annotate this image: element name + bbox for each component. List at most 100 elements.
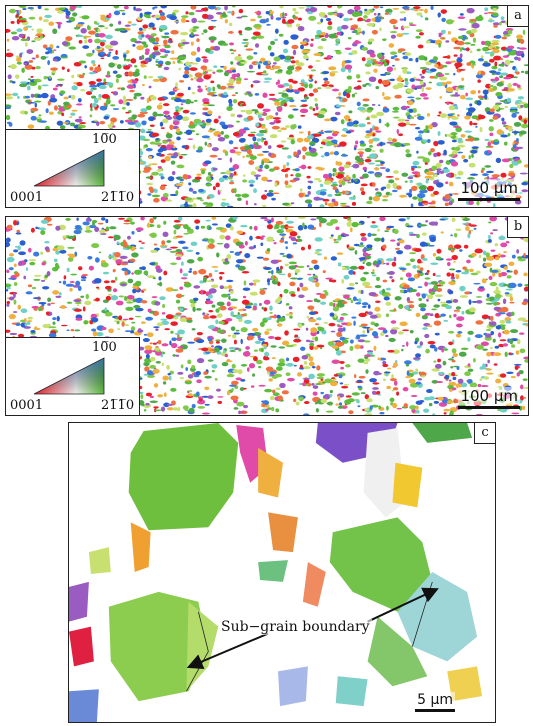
grain-speck	[362, 281, 371, 287]
grain-speck	[309, 74, 313, 79]
grain-speck	[296, 372, 302, 377]
grain-speck	[382, 279, 388, 283]
grain-speck	[369, 145, 373, 148]
grain-speck	[245, 346, 250, 350]
grain-speck	[354, 92, 358, 95]
grain-speck	[179, 80, 185, 83]
grain-speck	[327, 202, 336, 207]
grain-speck	[351, 93, 355, 97]
grain-speck	[51, 70, 57, 74]
grain-speck	[307, 190, 311, 195]
grain-speck	[469, 50, 473, 54]
grain-speck	[398, 304, 404, 309]
grain-speck	[100, 39, 107, 43]
grain-speck	[229, 157, 233, 163]
grain-speck	[219, 234, 225, 240]
grain-speck	[483, 376, 490, 380]
grain-speck	[283, 288, 289, 294]
grain-speck	[141, 120, 147, 126]
grain-speck	[404, 360, 412, 365]
grain-speck	[224, 6, 228, 11]
grain-speck	[141, 34, 145, 38]
grain-speck	[275, 366, 283, 371]
grain-speck	[364, 408, 370, 412]
grain-speck	[356, 101, 361, 107]
grain-speck	[327, 12, 334, 16]
grain-speck	[247, 335, 254, 341]
grain-speck	[42, 286, 50, 290]
grain-speck	[399, 289, 405, 293]
grain-speck	[152, 217, 157, 220]
grain-speck	[285, 303, 290, 306]
grain-speck	[362, 248, 366, 253]
grain-speck	[27, 6, 34, 10]
grain-speck	[342, 91, 347, 97]
grain-speck	[471, 29, 476, 32]
grain-speck	[103, 54, 108, 56]
grain-speck	[420, 307, 426, 312]
grain-speck	[323, 80, 330, 85]
grain-speck	[296, 62, 305, 67]
grain-speck	[21, 67, 25, 73]
grain-speck	[435, 162, 442, 168]
grain-speck	[429, 344, 436, 349]
grain-speck	[184, 380, 192, 385]
grain-speck	[302, 52, 308, 55]
grain-speck	[511, 130, 520, 134]
grain-speck	[344, 47, 352, 51]
grain-speck	[391, 389, 395, 392]
grain-speck	[482, 46, 490, 52]
grain-speck	[366, 217, 371, 219]
ipf-color-key-a: 10̅0 0001 21̅1̅0	[6, 129, 140, 207]
grain-speck	[480, 55, 484, 59]
grain-speck	[514, 363, 522, 366]
grain-speck	[6, 96, 14, 100]
grain-speck	[198, 188, 205, 193]
grain-speck	[495, 286, 499, 291]
grain-speck	[363, 361, 369, 365]
grain-speck	[293, 398, 297, 403]
grain-speck	[126, 245, 133, 249]
grain-speck	[133, 92, 142, 97]
grain-speck	[354, 250, 358, 255]
grain-speck	[201, 56, 208, 59]
grain-speck	[417, 171, 421, 177]
grain-speck	[373, 260, 378, 265]
grain-speck	[175, 256, 182, 261]
grain-speck	[455, 333, 462, 338]
grain-speck	[308, 83, 313, 89]
grain-speck	[353, 124, 359, 128]
grain-speck	[522, 387, 528, 389]
grain-speck	[373, 126, 379, 131]
grain-speck	[123, 65, 131, 70]
grain-speck	[275, 81, 279, 85]
grain-speck	[403, 403, 408, 408]
grain-speck	[187, 86, 191, 91]
grain-speck	[408, 231, 414, 235]
grain-speck	[69, 116, 73, 118]
grain-speck	[151, 296, 158, 299]
grain-speck	[52, 28, 58, 35]
grain-speck	[132, 285, 139, 289]
grain-speck	[265, 64, 272, 70]
grain-speck	[216, 313, 223, 318]
grain-speck	[92, 331, 98, 337]
grain-speck	[232, 217, 238, 220]
grain-speck	[364, 147, 372, 153]
grain-speck	[108, 62, 115, 68]
grain-speck	[189, 267, 193, 271]
grain-speck	[512, 161, 519, 166]
grain-speck	[31, 28, 35, 31]
grain-speck	[357, 358, 365, 363]
grain-speck	[185, 379, 192, 382]
grain-speck	[92, 49, 95, 54]
grain-speck	[160, 6, 167, 9]
grain-speck	[17, 333, 25, 338]
grain-speck	[385, 176, 394, 178]
grain-speck	[96, 78, 102, 82]
grain-speck	[428, 402, 433, 407]
grain-speck	[174, 97, 182, 103]
grain-speck	[235, 92, 239, 95]
grain-speck	[219, 285, 224, 290]
grain-speck	[265, 115, 270, 121]
